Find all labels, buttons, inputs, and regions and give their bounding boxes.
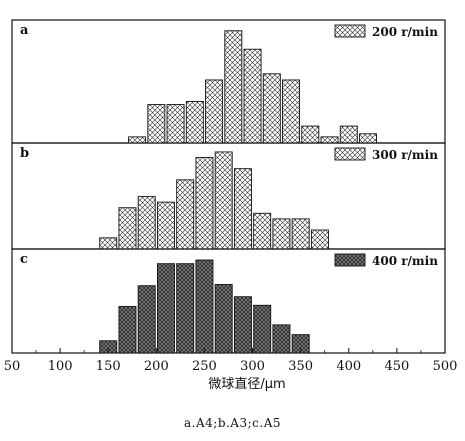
bar bbox=[214, 284, 233, 354]
bar bbox=[272, 218, 291, 250]
bar bbox=[128, 136, 147, 144]
bar bbox=[262, 73, 281, 144]
figure-caption: a.A4;b.A3;c.A5 bbox=[184, 416, 281, 430]
x-tick-label: 50 bbox=[4, 359, 21, 374]
legend-label: 400 r/min bbox=[372, 254, 438, 268]
x-tick-label: 450 bbox=[384, 359, 409, 374]
bar bbox=[176, 263, 195, 354]
bar bbox=[359, 133, 377, 144]
bar bbox=[156, 201, 175, 250]
bar bbox=[253, 212, 272, 250]
bar bbox=[243, 48, 262, 144]
bar bbox=[205, 79, 224, 144]
x-tick-label: 150 bbox=[96, 359, 121, 374]
legend-swatch bbox=[334, 24, 366, 38]
x-axis: 50 100 150 200 250 300 350 400 450 500 bbox=[4, 348, 458, 374]
legend-label: 200 r/min bbox=[372, 25, 438, 39]
legend-label: 300 r/min bbox=[372, 148, 438, 162]
legend-swatch bbox=[334, 253, 366, 267]
legend-swatch bbox=[334, 147, 366, 161]
x-tick-label: 250 bbox=[192, 359, 217, 374]
bar bbox=[224, 30, 243, 144]
x-axis-label: 微球直径/μm bbox=[208, 377, 285, 392]
bar bbox=[137, 196, 156, 250]
bar bbox=[214, 151, 233, 250]
bar bbox=[137, 285, 156, 354]
x-tick-label: 400 bbox=[336, 359, 361, 374]
bar bbox=[166, 104, 185, 144]
bar bbox=[282, 79, 301, 144]
panel-label: c bbox=[20, 252, 28, 267]
bar bbox=[310, 229, 329, 250]
panel-label: a bbox=[20, 23, 29, 38]
bar bbox=[272, 324, 291, 354]
x-tick-label: 100 bbox=[48, 359, 73, 374]
x-tick-label: 200 bbox=[144, 359, 169, 374]
x-tick-label: 500 bbox=[433, 359, 458, 374]
bar bbox=[118, 306, 137, 354]
bar bbox=[339, 125, 358, 144]
panel-c: c 400 r/min bbox=[11, 248, 446, 354]
bar bbox=[233, 168, 252, 250]
bar bbox=[233, 296, 252, 354]
bar bbox=[176, 179, 195, 250]
x-tick-label: 300 bbox=[240, 359, 265, 374]
panel-a: a 200 r/min bbox=[11, 19, 446, 144]
bar bbox=[99, 237, 118, 250]
panels-group: a 200 r/min b 300 r/min c 400 r/min bbox=[11, 19, 446, 354]
panel-label: b bbox=[20, 146, 29, 161]
bar bbox=[156, 263, 175, 354]
bar bbox=[195, 259, 214, 354]
bar bbox=[301, 125, 320, 144]
bar bbox=[185, 101, 204, 144]
bar bbox=[320, 136, 339, 144]
bar bbox=[195, 157, 214, 250]
x-tick-label: 350 bbox=[288, 359, 313, 374]
bar bbox=[147, 104, 166, 144]
bar bbox=[118, 207, 137, 250]
panel-b: b 300 r/min bbox=[11, 142, 446, 250]
bar bbox=[291, 218, 310, 250]
bar bbox=[253, 304, 272, 354]
